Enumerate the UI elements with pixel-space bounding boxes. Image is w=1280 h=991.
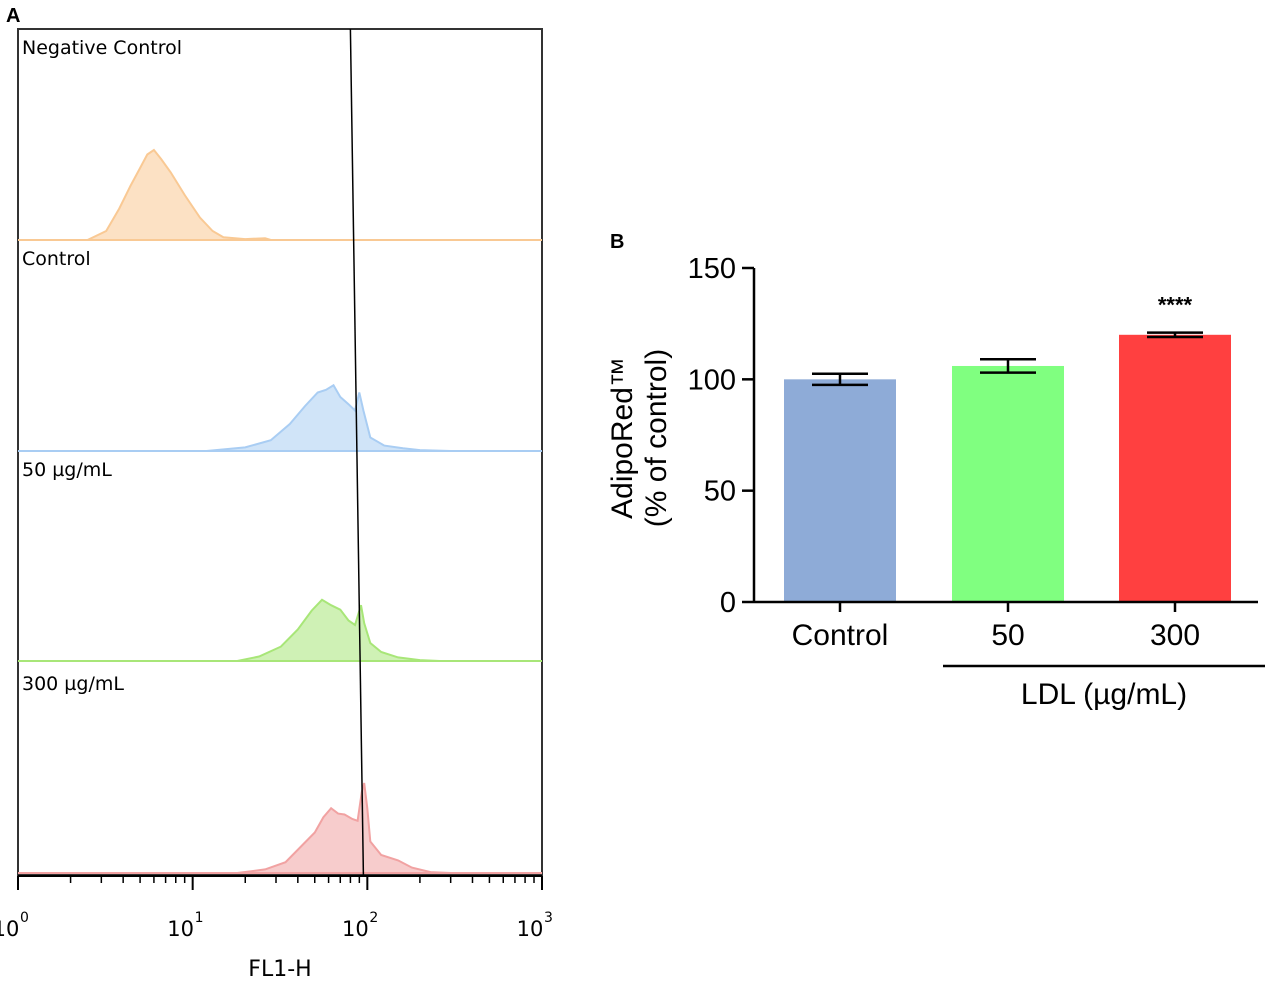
histogram-area [18,598,542,662]
histogram-area [18,383,542,452]
hist-label-50: 50 µg/mL [22,459,112,481]
error-bar-2 [1147,331,1203,339]
hist-label-300: 300 µg/mL [22,673,124,695]
panel-a-letter: A [6,5,20,27]
histogram-2 [18,598,542,662]
y-tick-label: 50 [704,476,736,508]
histogram-layers [18,148,542,874]
x-tick-label: 10 [0,917,19,941]
y-axis-title: AdipoRed™ (% of control) [606,349,673,527]
x-tick-exponent: 3 [544,910,553,926]
bar-0 [784,379,896,602]
histogram-area [18,782,542,874]
y-axis-title-line2: (% of control) [640,349,673,527]
error-bar-1 [980,358,1036,374]
x-tick-exponent: 0 [20,910,29,926]
y-tick-label: 0 [720,587,736,619]
panel-b-letter: B [610,231,624,253]
panel-b-bar-chart: AdipoRed™ (% of control) 0 50 100 150 Contr… [606,253,1265,711]
x-tick-exponent: 1 [195,910,204,926]
x-tick-exponent: 2 [369,910,378,926]
x-tick-label: 10 [167,917,194,941]
significance-markers: **** [1158,293,1193,318]
bar-1 [952,365,1064,602]
error-bars [812,331,1203,387]
hist-label-negative-control: Negative Control [22,37,182,59]
panel-a-histograms: Negative Control Control 50 µg/mL 300 µg… [0,28,553,982]
y-axis-ticks: 0 50 100 150 [688,253,754,619]
category-label-2: 300 [1150,619,1200,652]
bar-2 [1119,334,1231,602]
x-axis-title: FL1-H [248,957,311,982]
x-axis-tick-labels: 100101102103 [0,910,553,941]
x-axis-ticks [17,875,543,890]
error-bar-0 [812,372,868,387]
category-label-1: 50 [991,619,1024,652]
histogram-area [18,148,542,241]
x-tick-label: 10 [517,917,544,941]
y-tick-label: 150 [688,253,736,285]
hist-label-control: Control [22,248,91,270]
category-label-0: Control [792,619,889,652]
significance-label: **** [1158,293,1193,318]
y-axis-title-line1: AdipoRed™ [606,357,639,519]
histogram-0 [18,148,542,241]
histogram-3 [18,782,542,874]
category-labels: Control 50 300 [792,602,1200,652]
y-tick-label: 100 [688,364,736,396]
group-label: LDL (µg/mL) [1021,678,1187,711]
x-tick-label: 10 [342,917,369,941]
bars [784,334,1231,602]
histogram-1 [18,383,542,452]
gate-line [349,28,365,876]
